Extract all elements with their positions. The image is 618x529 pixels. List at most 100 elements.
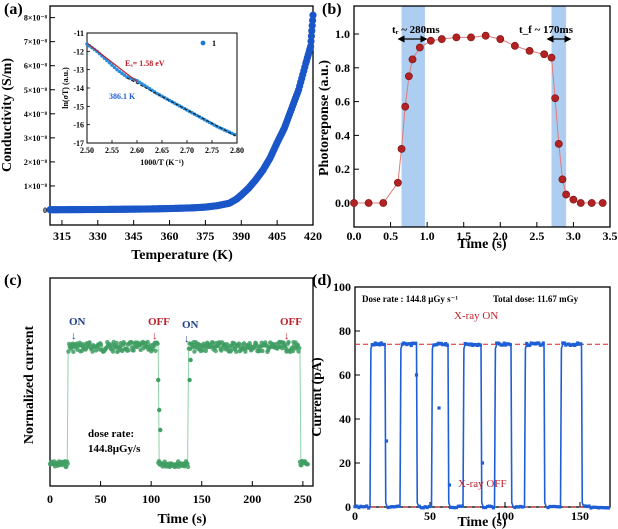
current-marker — [491, 506, 496, 510]
conductivity-point — [308, 27, 316, 35]
x-tick-label: 0.5 — [383, 229, 398, 243]
current-marker — [361, 505, 365, 509]
y-tick-label: 5×10⁻⁸ — [24, 86, 48, 95]
photoresponse-point — [554, 139, 563, 148]
panel-d-xlabel: Time (s) — [457, 515, 506, 529]
current-marker — [456, 504, 460, 508]
current-point — [158, 427, 163, 433]
x-tick-label: 150 — [193, 492, 211, 506]
conductivity-point — [307, 42, 315, 51]
x-tick-label: 50 — [95, 492, 107, 506]
current-marker — [487, 504, 492, 508]
photoresponse-point — [598, 199, 607, 207]
current-marker — [452, 506, 457, 510]
current-marker — [423, 505, 427, 509]
inset-x-tick-label: 2.65 — [155, 146, 169, 155]
current-marker — [445, 343, 449, 347]
photoresponse-point — [393, 178, 402, 187]
on-label-2: ON — [182, 319, 199, 331]
current-marker — [382, 342, 386, 347]
current-marker — [508, 343, 512, 347]
inset-temp-annotation: 386.1 K — [109, 92, 136, 101]
panel-a-xlabel: Temperature (K) — [131, 248, 233, 263]
y-tick-label: 0.4 — [335, 128, 350, 142]
current-marker — [409, 343, 413, 348]
current-marker — [427, 504, 431, 509]
current-marker — [365, 504, 369, 508]
y-tick-label: 1×10⁻⁸ — [24, 182, 48, 191]
x-tick-label: 3.0 — [566, 229, 581, 243]
current-point — [98, 342, 104, 347]
current-marker — [585, 504, 589, 509]
inset-legend-marker — [200, 40, 206, 46]
current-point — [229, 347, 234, 353]
photoresponse-point — [481, 31, 490, 40]
current-marker — [546, 505, 550, 510]
current-marker — [450, 505, 455, 509]
current-marker — [489, 504, 494, 509]
on-label-1: ON — [69, 316, 86, 328]
photoresponse-point — [426, 36, 435, 45]
current-marker — [597, 506, 601, 510]
current-marker — [537, 341, 541, 345]
panel-c: (c) 0 50 100 150 200 250 Time (s) Normalized … — [4, 272, 314, 527]
current-marker — [478, 343, 482, 347]
y-tick-label: 0 — [345, 500, 351, 514]
panel-d-data — [353, 341, 611, 510]
panel-c-xlabel: Time (s) — [157, 512, 206, 527]
inset-x-tick-label: 2.50 — [80, 146, 94, 155]
photoresponse-point — [350, 199, 358, 207]
x-tick-label: 2.0 — [493, 229, 508, 243]
current-point — [243, 349, 248, 354]
y-tick-label: 20 — [339, 456, 351, 470]
x-tick-label: 345 — [125, 229, 143, 243]
x-tick-label: 100 — [142, 492, 160, 506]
current-point — [296, 349, 301, 354]
x-tick-label: 200 — [243, 492, 261, 506]
current-marker — [414, 341, 418, 345]
current-marker — [589, 506, 593, 510]
current-marker — [367, 506, 371, 510]
current-marker — [408, 342, 412, 346]
current-marker — [603, 506, 607, 510]
current-marker — [554, 505, 558, 509]
inset-point — [115, 67, 119, 72]
photoresponse-point — [452, 33, 461, 42]
panel-a-frame — [49, 5, 314, 226]
x-tick-label: 315 — [53, 229, 71, 243]
panel-d-label: (d) — [312, 272, 332, 289]
current-marker — [419, 506, 423, 510]
panel-b-data — [350, 31, 607, 207]
current-marker — [587, 504, 591, 508]
current-point — [213, 348, 218, 354]
current-marker — [378, 343, 382, 347]
current-marker — [460, 504, 464, 508]
x-tick-label: 420 — [304, 229, 322, 243]
photoresponse-point — [415, 43, 424, 52]
current-point — [114, 340, 119, 346]
current-point — [260, 348, 265, 354]
off-label-2: OFF — [280, 316, 302, 328]
x-tick-label: 330 — [89, 229, 107, 243]
xray-off-label: X-ray OFF — [458, 478, 507, 490]
y-tick-label: 8×10⁻⁸ — [24, 14, 48, 23]
y-tick-label: 60 — [339, 368, 351, 382]
inset-point — [117, 69, 122, 74]
current-marker — [606, 506, 611, 510]
current-marker — [421, 506, 425, 510]
inset-ylabel: ln(σT) (a.u.) — [61, 67, 70, 109]
panel-c-frame — [49, 277, 314, 487]
y-tick-label: 3×10⁻⁸ — [24, 134, 48, 143]
photoresponse-point — [569, 195, 578, 204]
current-marker — [517, 505, 521, 509]
panel-b-y-ticks: 0.0 0.2 0.4 0.6 0.8 1.0 — [335, 27, 359, 210]
photoresponse-point — [551, 94, 560, 103]
inset-point — [112, 65, 117, 70]
inset-y-tick-label: -11 — [74, 29, 84, 38]
x-tick-label: 3.5 — [603, 229, 618, 243]
y-tick-label: 100 — [333, 280, 351, 294]
current-marker — [601, 506, 605, 510]
fall-time-annotation: t_f ~ 170ms — [519, 24, 574, 43]
current-marker — [353, 505, 357, 509]
